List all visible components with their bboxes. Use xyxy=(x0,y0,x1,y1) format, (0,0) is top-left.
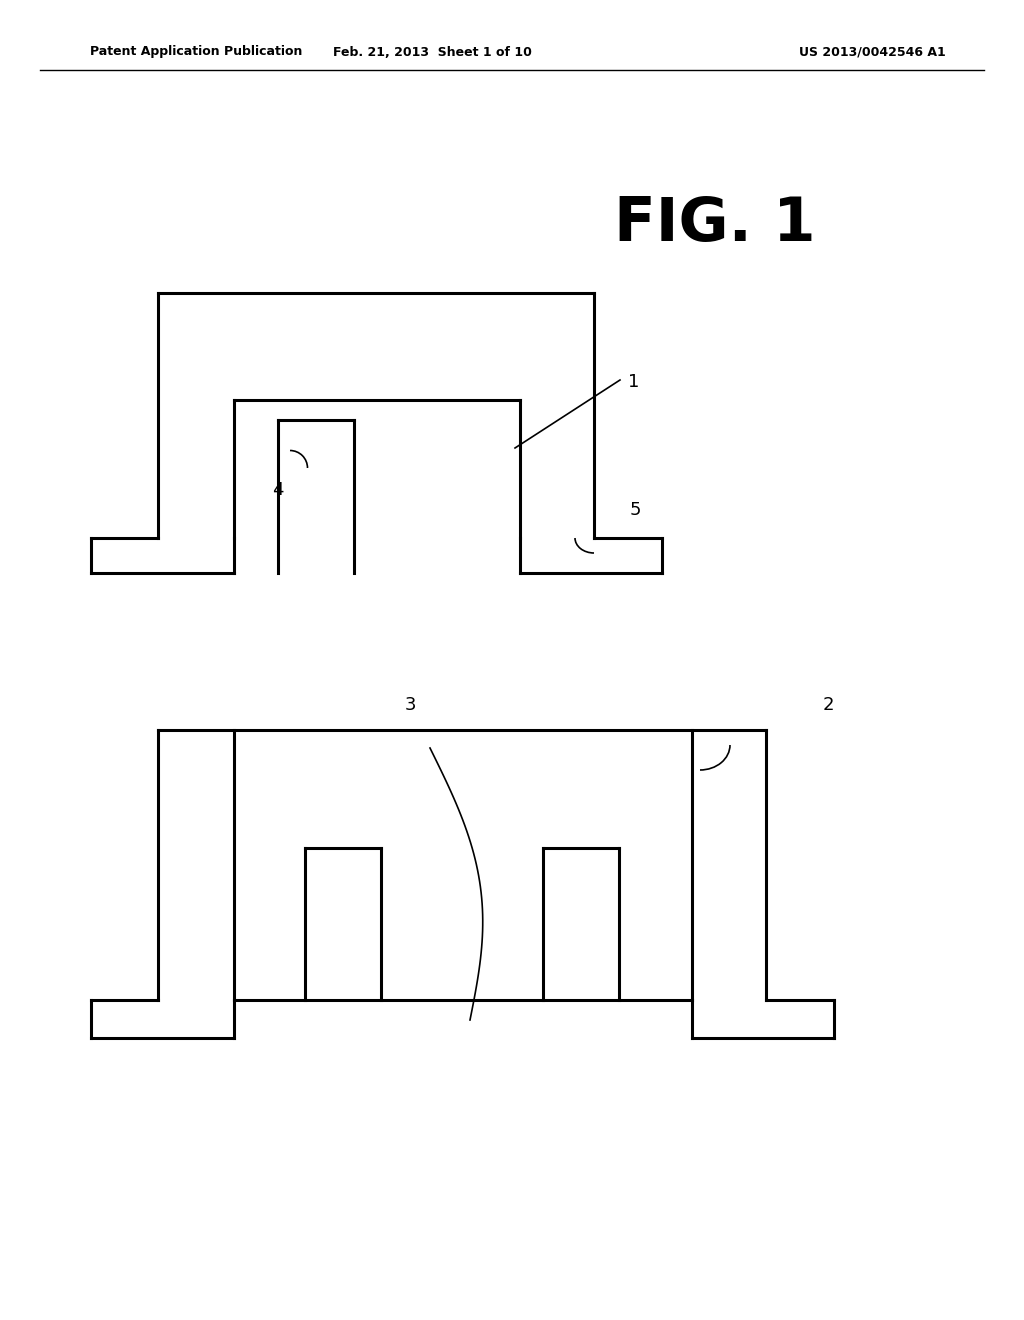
Text: 2: 2 xyxy=(823,696,835,714)
Text: US 2013/0042546 A1: US 2013/0042546 A1 xyxy=(799,45,945,58)
Text: Patent Application Publication: Patent Application Publication xyxy=(90,45,302,58)
Text: FIG. 1: FIG. 1 xyxy=(614,195,816,255)
Text: 3: 3 xyxy=(404,696,416,714)
Text: Feb. 21, 2013  Sheet 1 of 10: Feb. 21, 2013 Sheet 1 of 10 xyxy=(333,45,531,58)
Text: 4: 4 xyxy=(272,480,284,499)
Text: 5: 5 xyxy=(630,502,641,519)
Text: 1: 1 xyxy=(628,374,639,391)
